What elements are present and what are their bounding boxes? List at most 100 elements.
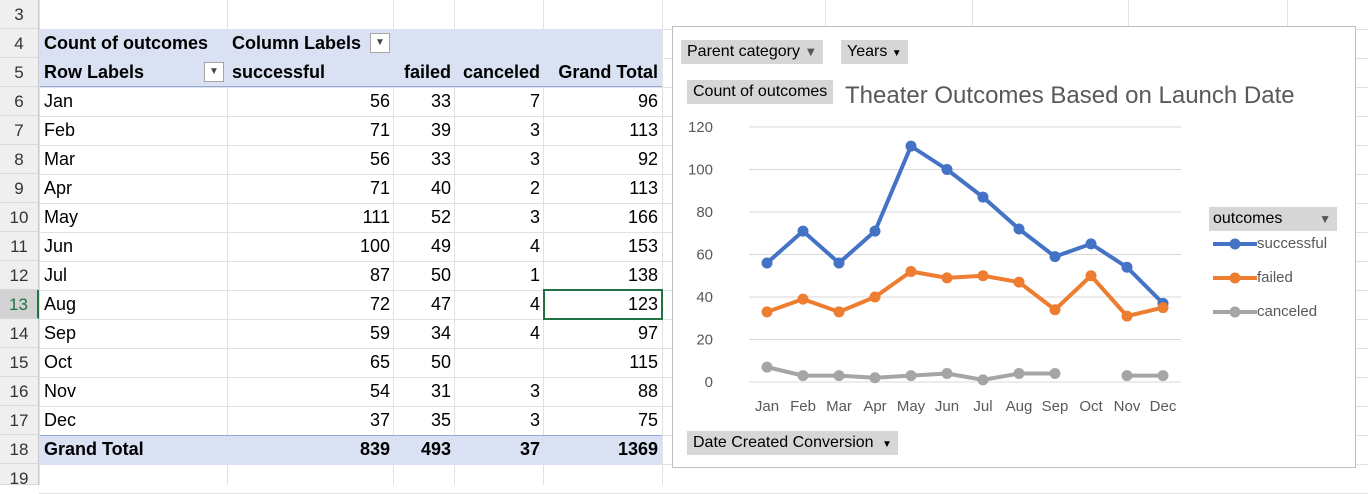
cell-successful[interactable]: 56	[369, 91, 390, 111]
cell-successful[interactable]: 100	[359, 236, 390, 256]
grand-total-successful[interactable]: 839	[359, 439, 390, 459]
cell-failed[interactable]: 34	[430, 323, 451, 343]
row-header-17[interactable]: 17	[0, 406, 39, 435]
date-created-conversion-field-button[interactable]: Date Created Conversion ▼	[687, 431, 898, 455]
cell-canceled[interactable]	[455, 348, 544, 377]
legend-item-successful[interactable]: successful	[1213, 235, 1327, 252]
cell-canceled[interactable]: 4	[529, 236, 540, 256]
row-label-jan[interactable]: Jan	[44, 91, 74, 111]
cell-failed[interactable]: 39	[430, 120, 451, 140]
cell-failed[interactable]: 31	[430, 381, 451, 401]
cell-failed[interactable]: 40	[430, 178, 451, 198]
row-label-oct[interactable]: Oct	[44, 352, 73, 372]
cell-failed[interactable]: 35	[430, 410, 451, 430]
cell-grand-total[interactable]: 153	[627, 236, 658, 256]
cell-canceled[interactable]: 4	[529, 323, 540, 343]
row-label-mar[interactable]: Mar	[44, 149, 75, 169]
outcomes-legend-filter-button[interactable]: outcomes ▼	[1209, 207, 1337, 231]
cell-failed[interactable]: 50	[430, 352, 451, 372]
row-header-12[interactable]: 12	[0, 261, 39, 290]
pivot-chart[interactable]: Parent category ▼ Years ▼ Count of outco…	[672, 26, 1356, 468]
row-header-13[interactable]: 13	[0, 290, 39, 319]
cell-successful[interactable]: 59	[369, 323, 390, 343]
row-header-8[interactable]: 8	[0, 145, 39, 174]
column-header-grand-total[interactable]: Grand Total	[558, 62, 658, 82]
row-header-19[interactable]: 19	[0, 464, 39, 488]
row-label-aug[interactable]: Aug	[44, 294, 77, 314]
cell-grand-total[interactable]: 113	[629, 120, 658, 140]
cell-grand-total[interactable]: 138	[627, 265, 658, 285]
cell-grand-total[interactable]: 123	[627, 294, 658, 314]
row-label-jul[interactable]: Jul	[44, 265, 68, 285]
cell-successful[interactable]: 71	[369, 120, 390, 140]
cell-successful[interactable]: 71	[369, 178, 390, 198]
row-label-feb[interactable]: Feb	[44, 120, 76, 140]
row-labels-dropdown-icon[interactable]: ▼	[204, 62, 224, 82]
row-header-18[interactable]: 18	[0, 435, 39, 464]
cell-successful[interactable]: 111	[362, 207, 390, 227]
cell-successful[interactable]: 56	[369, 149, 390, 169]
row-labels-header[interactable]: Row Labels	[44, 62, 145, 82]
column-labels-filter-icon[interactable]: ▼	[370, 33, 390, 53]
count-of-outcomes-field-button[interactable]: Count of outcomes	[687, 80, 834, 104]
grand-total-label[interactable]: Grand Total	[44, 439, 144, 459]
cell-grand-total[interactable]: 166	[627, 207, 658, 227]
legend-item-canceled[interactable]: canceled	[1213, 303, 1317, 320]
cell-canceled[interactable]: 3	[529, 410, 540, 430]
row-header-3[interactable]: 3	[0, 0, 39, 29]
cell-canceled[interactable]: 2	[529, 178, 540, 198]
cell-failed[interactable]: 50	[430, 265, 451, 285]
row-header-6[interactable]: 6	[0, 87, 39, 116]
cell-canceled[interactable]: 1	[529, 265, 540, 285]
cell-successful[interactable]: 37	[369, 410, 390, 430]
row-label-dec[interactable]: Dec	[44, 410, 77, 430]
cell-failed[interactable]: 52	[430, 207, 451, 227]
cell-failed[interactable]: 33	[430, 149, 451, 169]
cell-failed[interactable]: 33	[430, 91, 451, 111]
row-header-15[interactable]: 15	[0, 348, 39, 377]
cell-canceled[interactable]: 3	[529, 381, 540, 401]
row-header-14[interactable]: 14	[0, 319, 39, 348]
column-header-canceled[interactable]: canceled	[462, 62, 540, 82]
cell-successful[interactable]: 54	[369, 381, 390, 401]
cell-canceled[interactable]: 3	[529, 207, 540, 227]
cell-grand-total[interactable]: 88	[637, 381, 658, 401]
row-label-apr[interactable]: Apr	[44, 178, 73, 198]
cell-grand-total[interactable]: 113	[629, 178, 658, 198]
column-header-successful[interactable]: successful	[232, 62, 326, 82]
grand-total-failed[interactable]: 493	[420, 439, 451, 459]
row-header-7[interactable]: 7	[0, 116, 39, 145]
grand-total-canceled[interactable]: 37	[519, 439, 540, 459]
parent-category-filter-button[interactable]: Parent category ▼	[681, 40, 824, 64]
cell-canceled[interactable]: 3	[529, 120, 540, 140]
row-label-may[interactable]: May	[44, 207, 79, 227]
cell-failed[interactable]: 49	[430, 236, 451, 256]
cell-grand-total[interactable]: 97	[637, 323, 658, 343]
cell-successful[interactable]: 72	[369, 294, 390, 314]
row-label-jun[interactable]: Jun	[44, 236, 74, 256]
row-header-11[interactable]: 11	[0, 232, 39, 261]
column-labels-header[interactable]: Column Labels	[232, 33, 362, 53]
row-header-16[interactable]: 16	[0, 377, 39, 406]
row-label-sep[interactable]: Sep	[44, 323, 77, 343]
row-header-4[interactable]: 4	[0, 29, 39, 58]
column-header-failed[interactable]: failed	[403, 62, 451, 82]
cell-canceled[interactable]: 4	[529, 294, 540, 314]
cell-grand-total[interactable]: 96	[637, 91, 658, 111]
row-header-10[interactable]: 10	[0, 203, 39, 232]
cell-grand-total[interactable]: 92	[637, 149, 658, 169]
row-header-5[interactable]: 5	[0, 58, 39, 87]
cell-successful[interactable]: 65	[369, 352, 390, 372]
cell-grand-total[interactable]: 75	[637, 410, 658, 430]
cell-canceled[interactable]: 3	[529, 149, 540, 169]
years-filter-button[interactable]: Years ▼	[841, 40, 908, 64]
grand-total-overall[interactable]: 1369	[617, 439, 658, 459]
cell-grand-total[interactable]: 115	[629, 352, 658, 372]
legend-item-failed[interactable]: failed	[1213, 269, 1293, 286]
pivot-value-header[interactable]: Count of outcomes	[44, 33, 208, 53]
row-label-nov[interactable]: Nov	[44, 381, 77, 401]
cell-successful[interactable]: 87	[369, 265, 390, 285]
cell-canceled[interactable]: 7	[529, 91, 540, 111]
cell-failed[interactable]: 47	[430, 294, 451, 314]
row-header-9[interactable]: 9	[0, 174, 39, 203]
